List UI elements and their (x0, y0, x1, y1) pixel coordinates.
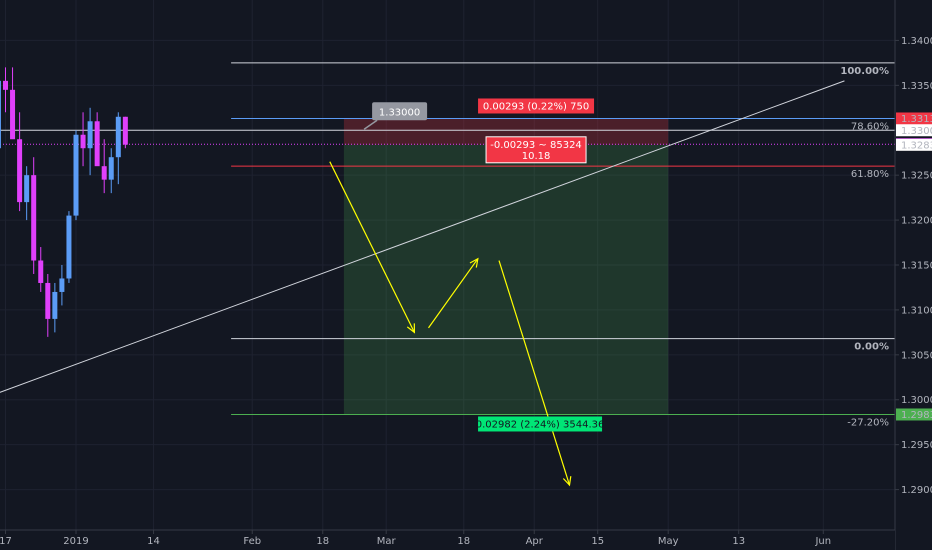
entry-label-line2: 10.18 (522, 151, 551, 162)
fib-level-label: 61.80% (851, 169, 889, 180)
candle-body (10, 89, 16, 140)
candle-body (80, 134, 86, 149)
candle-body (17, 139, 23, 203)
price-tag-label: 1.33131 (901, 114, 932, 125)
time-tick-label: 17 (0, 536, 12, 547)
candle-body (101, 166, 107, 180)
stop-label-box (478, 98, 595, 114)
candle-body (24, 175, 30, 203)
stop-label: 0.00293 (0.22%) 750 (483, 101, 589, 112)
position-zones (0, 118, 895, 415)
price-tag-label: 1.32838 (901, 140, 932, 151)
position-labels: 0.00293 (0.22%) 750 -0.00293 ~ 8532410.18… (476, 98, 605, 432)
candle-body (3, 80, 8, 90)
candle-body (108, 157, 114, 180)
projection-arrow-head (562, 476, 572, 487)
candle-body (38, 260, 44, 283)
time-tick-label: 14 (147, 536, 160, 547)
time-tick-label: 2019 (63, 536, 88, 547)
candle-body (73, 134, 79, 216)
projection-arrow-segment[interactable] (329, 161, 415, 333)
candle-body (52, 291, 58, 319)
fib-level-label: -27.20% (847, 417, 889, 428)
price-axis[interactable]: 1.34000 1.33500 1.33000 1.32500 1.32000 1.315… (894, 0, 932, 550)
time-tick-label: 18 (316, 536, 329, 547)
candle-body (122, 116, 128, 145)
time-tick-label: 18 (457, 536, 470, 547)
price-axis-bg (895, 0, 932, 550)
candle-body (59, 278, 65, 292)
projection-arrow-head (406, 323, 416, 334)
projection-arrow-segment[interactable] (428, 258, 479, 329)
time-tick-label: Jun (814, 536, 831, 547)
price-tick-label: 1.29000 (901, 485, 932, 496)
projection-arrows[interactable] (329, 161, 572, 487)
time-axis-bg (0, 530, 895, 550)
fib-level-label: 78.60% (851, 121, 889, 132)
entry-label-box (485, 136, 587, 164)
price-tag (896, 138, 932, 151)
candle-body (0, 80, 1, 149)
price-tag (896, 112, 932, 125)
price-tag-label: 1.29836 (901, 410, 932, 421)
price-tag-label: 1.33000 (901, 126, 932, 137)
price-tick-label: 1.33500 (901, 81, 932, 92)
projection-arrow-segment[interactable] (498, 260, 571, 486)
fib-level-label: 100.00% (840, 66, 889, 77)
fib-level-label: 0.00% (854, 342, 889, 353)
time-tick-label: 13 (732, 536, 745, 547)
price-tick-label: 1.31000 (901, 305, 932, 316)
horizontal-line-label: 1.33000 (379, 107, 420, 118)
badge-pointer (363, 119, 378, 130)
take-profit-zone (343, 144, 669, 415)
projection-arrow-head (469, 257, 479, 268)
target-label-box (478, 416, 603, 432)
candle-body (66, 215, 72, 279)
price-tick-label: 1.30500 (901, 350, 932, 361)
time-tick-label: May (658, 536, 679, 547)
horizontal-line-badge[interactable] (372, 102, 428, 121)
price-tag (896, 124, 932, 137)
time-tick-label: Apr (526, 536, 544, 547)
candle-body (94, 121, 100, 167)
price-tick-label: 1.29500 (901, 440, 932, 451)
candle-body (31, 175, 37, 261)
time-tick-label: Feb (243, 536, 261, 547)
price-tick-label: 1.32000 (901, 216, 932, 227)
price-tag (896, 408, 932, 421)
time-tick-label: Mar (377, 536, 397, 547)
candle-body (115, 116, 121, 158)
time-axis[interactable]: 17 2019 14 Feb 18 Mar 18 Apr 15 May 13 Jun (0, 529, 895, 550)
candle-body (87, 121, 93, 149)
candles (0, 67, 128, 337)
price-tick-label: 1.34000 (901, 36, 932, 47)
price-tick-label: 1.32500 (901, 171, 932, 182)
fibonacci-levels[interactable]: 100.00% 78.60% 61.80% 0.00% -27.20% (231, 62, 895, 429)
price-tick-label: 1.31500 (901, 261, 932, 272)
time-tick-label: 15 (591, 536, 604, 547)
entry-label-line1: -0.00293 ~ 85324 (490, 140, 582, 151)
candle-body (45, 282, 51, 319)
target-label: 0.02982 (2.24%) 3544.36 (476, 419, 605, 430)
